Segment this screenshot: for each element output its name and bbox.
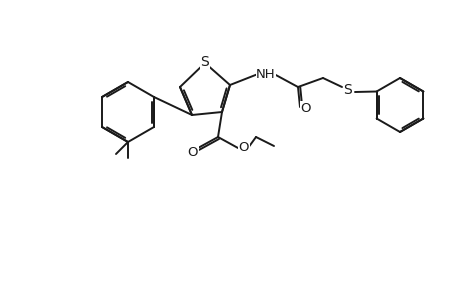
Text: O: O — [187, 146, 198, 158]
Text: S: S — [343, 83, 352, 97]
Text: NH: NH — [256, 68, 275, 80]
Text: O: O — [238, 140, 249, 154]
Text: S: S — [200, 55, 209, 69]
Text: O: O — [300, 101, 311, 115]
